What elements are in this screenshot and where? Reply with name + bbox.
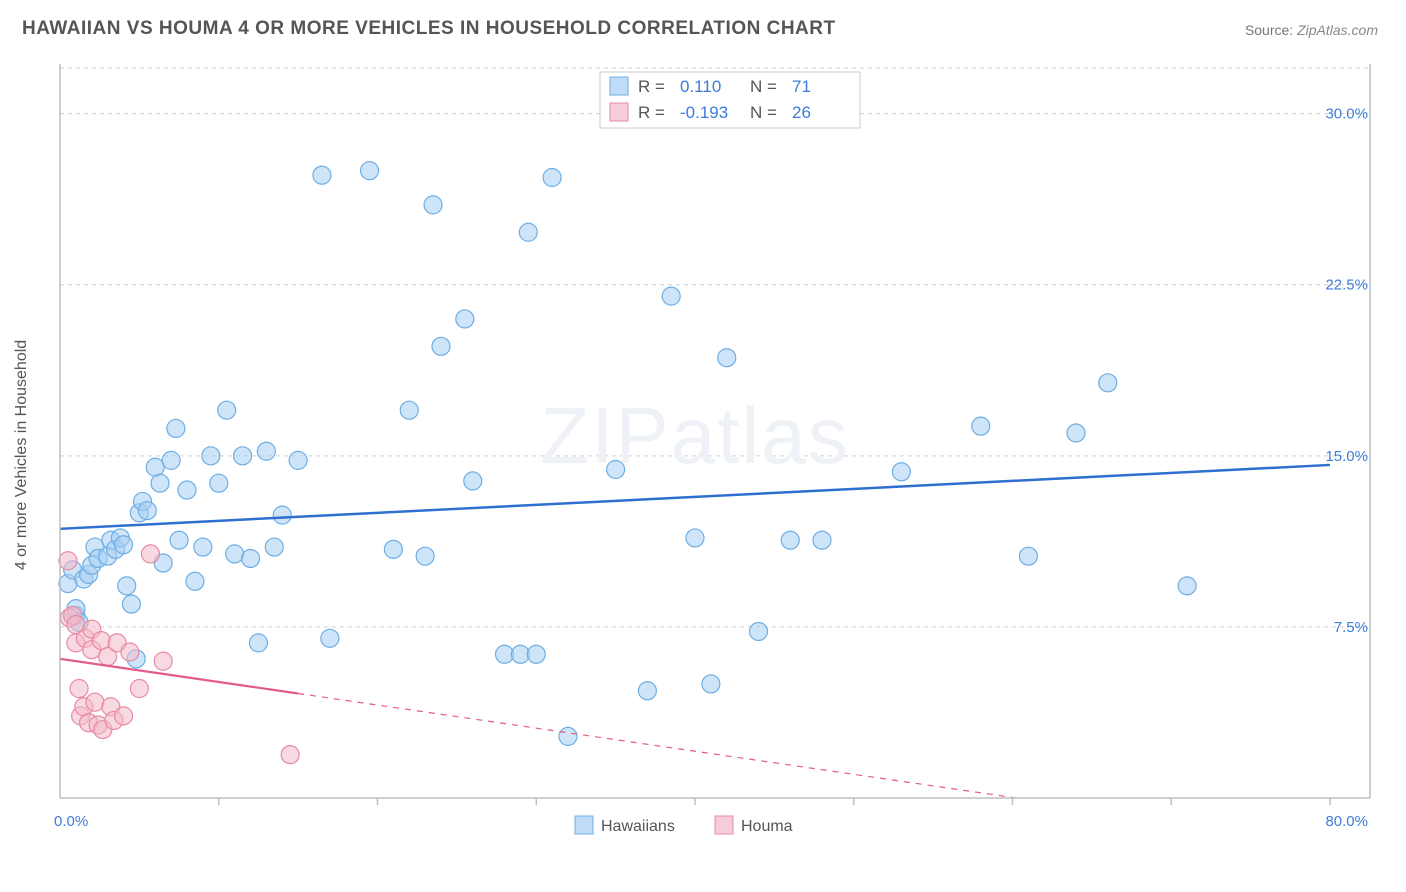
data-point	[972, 417, 990, 435]
data-point	[543, 169, 561, 187]
data-point	[1099, 374, 1117, 392]
data-point	[265, 538, 283, 556]
legend-n-value: 71	[792, 77, 811, 96]
source-label: Source:	[1245, 22, 1293, 38]
regression-line-dashed	[298, 693, 1016, 798]
data-point	[194, 538, 212, 556]
source-credit: Source: ZipAtlas.com	[1245, 22, 1378, 38]
data-point	[186, 572, 204, 590]
legend-r-value: 0.110	[680, 77, 721, 96]
data-point	[151, 474, 169, 492]
data-point	[559, 727, 577, 745]
data-point	[162, 451, 180, 469]
page-title: HAWAIIAN VS HOUMA 4 OR MORE VEHICLES IN …	[22, 18, 836, 40]
y-tick-label: 30.0%	[1325, 106, 1368, 123]
data-point	[1067, 424, 1085, 442]
y-tick-label: 22.5%	[1325, 277, 1368, 294]
data-point	[257, 442, 275, 460]
data-point	[130, 680, 148, 698]
data-point	[361, 162, 379, 180]
data-point	[178, 481, 196, 499]
legend-series-label: Houma	[741, 818, 793, 835]
legend-swatch	[610, 77, 628, 95]
data-point	[1178, 577, 1196, 595]
data-point	[519, 223, 537, 241]
data-point	[121, 643, 139, 661]
data-point	[59, 552, 77, 570]
data-point	[281, 746, 299, 764]
data-point	[141, 545, 159, 563]
watermark: ZIPatlas	[540, 391, 849, 480]
data-point	[321, 629, 339, 647]
data-point	[432, 337, 450, 355]
data-point	[242, 549, 260, 567]
data-point	[115, 707, 133, 725]
series-legend: Hawaiians Houma	[575, 816, 793, 835]
data-point	[416, 547, 434, 565]
legend-n-label: N =	[750, 77, 777, 96]
data-point	[424, 196, 442, 214]
legend-r-label: R =	[638, 77, 665, 96]
regression-line	[60, 659, 298, 694]
y-axis-label: 4 or more Vehicles in Household	[13, 340, 31, 570]
data-point	[686, 529, 704, 547]
legend-n-value: 26	[792, 103, 811, 122]
data-point	[170, 531, 188, 549]
legend-swatch	[610, 103, 628, 121]
chart-container: 4 or more Vehicles in Household ZIPatlas…	[50, 60, 1380, 850]
data-point	[384, 540, 402, 558]
data-point	[273, 506, 291, 524]
data-point	[202, 447, 220, 465]
legend-r-label: R =	[638, 103, 665, 122]
data-point	[154, 652, 172, 670]
data-point	[289, 451, 307, 469]
data-point	[70, 680, 88, 698]
data-point	[210, 474, 228, 492]
x-origin-label: 0.0%	[54, 813, 88, 830]
data-point	[813, 531, 831, 549]
data-point	[218, 401, 236, 419]
data-point	[781, 531, 799, 549]
data-point	[86, 693, 104, 711]
data-point	[456, 310, 474, 328]
data-point	[607, 461, 625, 479]
grid	[60, 68, 1370, 627]
data-point	[750, 622, 768, 640]
data-point	[638, 682, 656, 700]
scatter-chart: ZIPatlas7.5%15.0%22.5%30.0%0.0%80.0%R =0…	[60, 60, 1380, 850]
data-point	[122, 595, 140, 613]
data-point	[92, 632, 110, 650]
legend-r-value: -0.193	[680, 103, 728, 122]
data-point	[400, 401, 418, 419]
source-value: ZipAtlas.com	[1297, 22, 1378, 38]
data-point	[167, 419, 185, 437]
data-point	[527, 645, 545, 663]
legend-series-label: Hawaiians	[601, 818, 675, 835]
data-point	[662, 287, 680, 305]
data-point	[118, 577, 136, 595]
data-point	[718, 349, 736, 367]
x-max-label: 80.0%	[1325, 813, 1368, 830]
data-point	[226, 545, 244, 563]
data-point	[249, 634, 267, 652]
data-point	[702, 675, 720, 693]
legend-swatch	[575, 816, 593, 834]
legend-n-label: N =	[750, 103, 777, 122]
y-tick-label: 15.0%	[1325, 448, 1368, 465]
data-point	[892, 463, 910, 481]
y-tick-label: 7.5%	[1334, 619, 1368, 636]
data-point	[464, 472, 482, 490]
data-point	[138, 502, 156, 520]
data-point	[234, 447, 252, 465]
legend-swatch	[715, 816, 733, 834]
data-point	[1019, 547, 1037, 565]
data-point	[313, 166, 331, 184]
data-point	[115, 536, 133, 554]
